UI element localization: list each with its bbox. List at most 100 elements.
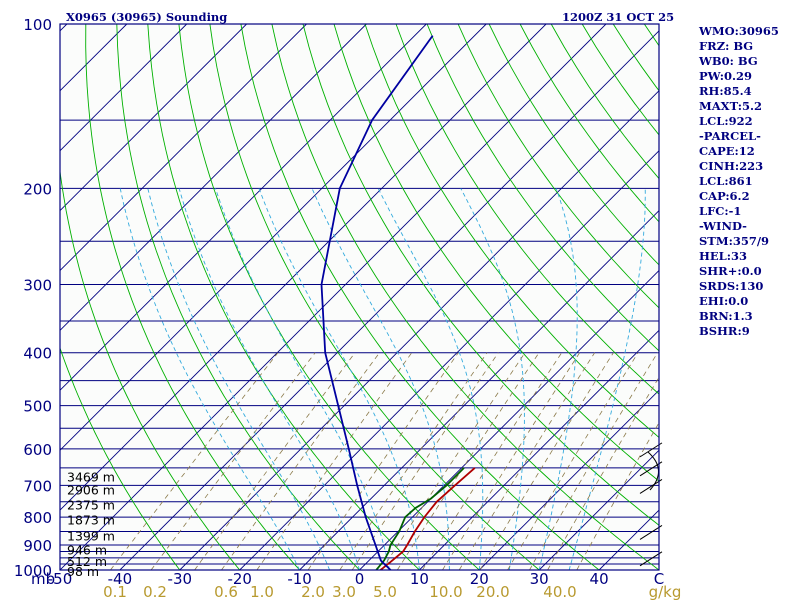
moist-adiabat-line bbox=[119, 188, 301, 570]
index-line: BRN:1.3 bbox=[699, 309, 753, 323]
moist-adiabat-line bbox=[311, 188, 450, 570]
moist-adiabat-line bbox=[460, 188, 525, 570]
temperature-tick-label: -10 bbox=[287, 570, 312, 588]
temperature-line bbox=[379, 467, 476, 570]
temperature-tick-label: 30 bbox=[530, 570, 549, 588]
wind-barb bbox=[639, 479, 663, 494]
mixing-ratio-label: 3.0 bbox=[332, 583, 356, 600]
isotherm-line bbox=[60, 24, 188, 152]
mixing-ratio-line bbox=[396, 352, 540, 570]
mixing-ratio-label: 20.0 bbox=[476, 583, 509, 600]
dry-adiabat-line bbox=[302, 24, 659, 526]
dry-adiabat-line bbox=[60, 346, 181, 570]
temperature-tick-label: 40 bbox=[590, 570, 609, 588]
mixing-ratio-label: 0.1 bbox=[103, 583, 127, 600]
index-line: EHI:0.0 bbox=[699, 294, 749, 308]
moist-adiabat-line bbox=[568, 188, 646, 570]
mixing-ratio-line bbox=[351, 352, 499, 570]
index-line: LCL:922 bbox=[699, 114, 753, 128]
mixing-ratio-line bbox=[442, 352, 581, 570]
index-line: WMO:30965 bbox=[699, 24, 779, 38]
profiles bbox=[320, 35, 476, 570]
isotherm-line bbox=[478, 389, 659, 570]
dry-adiabat-line bbox=[488, 24, 659, 266]
mixing-ratio-label: 5.0 bbox=[373, 583, 397, 600]
isotherm-line bbox=[60, 24, 367, 332]
dry-adiabat-line bbox=[457, 24, 659, 309]
wind-barb bbox=[639, 461, 663, 477]
mixing-ratio-line bbox=[507, 352, 639, 570]
mixing-ratio-line bbox=[479, 352, 614, 570]
height-label: 1873 m bbox=[67, 512, 115, 527]
temperature-tick-label: -40 bbox=[108, 570, 133, 588]
mixing-ratio-line bbox=[422, 352, 563, 570]
dry-adiabat-line bbox=[60, 167, 241, 570]
height-label: 512 m bbox=[67, 554, 107, 569]
temperature-tick-label: 0 bbox=[355, 570, 365, 588]
index-line: CAP:6.2 bbox=[699, 189, 750, 203]
grid-lines bbox=[0, 24, 659, 570]
dry-adiabat-line bbox=[395, 24, 659, 395]
isotherm-line bbox=[60, 24, 307, 272]
dry-adiabat-line bbox=[147, 24, 420, 570]
mixing-ratio-label: 10.0 bbox=[429, 583, 462, 600]
chart-time: 1200Z 31 OCT 25 bbox=[562, 10, 674, 24]
moist-adiabat-line bbox=[178, 188, 360, 570]
isotherm-line bbox=[179, 90, 659, 570]
temperature-tick-label: 20 bbox=[470, 570, 489, 588]
isotherm-line bbox=[60, 24, 487, 451]
pressure-tick-label: 300 bbox=[23, 277, 52, 295]
index-line: SHR+:0.0 bbox=[699, 264, 762, 278]
temperature-tick-label: -20 bbox=[227, 570, 252, 588]
index-line: BSHR:9 bbox=[699, 324, 750, 338]
wind-barb bbox=[639, 525, 663, 540]
dry-adiabat-line bbox=[85, 24, 300, 570]
index-line: FRZ: BG bbox=[699, 39, 754, 53]
height-label: 2906 m bbox=[67, 482, 115, 497]
mixing-ratio-line bbox=[221, 352, 380, 570]
isotherm-line bbox=[0, 24, 7, 570]
index-line: LCL:861 bbox=[699, 174, 753, 188]
dewpoint-line bbox=[375, 467, 465, 570]
height-label: 98 m bbox=[67, 564, 99, 579]
moist-adiabat-line bbox=[147, 188, 331, 570]
moist-adiabat-line bbox=[258, 188, 420, 570]
index-line: MAXT:5.2 bbox=[699, 99, 762, 113]
mixing-ratio-line bbox=[307, 352, 459, 570]
pressure-tick-label: 500 bbox=[23, 398, 52, 416]
temperature-tick-label: 10 bbox=[410, 570, 429, 588]
mixing-ratio-line bbox=[339, 352, 488, 570]
dry-adiabat-line bbox=[178, 24, 480, 570]
x-axis-label: C bbox=[654, 570, 664, 588]
mixing-ratio-label: 0.2 bbox=[143, 583, 167, 600]
height-label: 3469 m bbox=[67, 469, 115, 484]
mixing-ratio-label: 0.6 bbox=[214, 583, 238, 600]
isotherm-line bbox=[419, 329, 659, 570]
indices-panel: WMO:30965 FRZ: BG WB0: BG PW:0.29 RH:85.4 MAX… bbox=[699, 24, 799, 339]
pressure-tick-label: 400 bbox=[23, 345, 52, 363]
height-label: 2375 m bbox=[67, 498, 115, 513]
mixing-ratio-line bbox=[194, 352, 356, 570]
index-line: STM:357/9 bbox=[699, 234, 770, 248]
index-line: PW:0.29 bbox=[699, 69, 753, 83]
pressure-tick-label: 700 bbox=[23, 477, 52, 495]
mixing-ratio-line bbox=[256, 352, 413, 570]
dry-adiabat-line bbox=[426, 24, 659, 352]
pressure-tick-label: 1000 bbox=[14, 562, 52, 580]
mixing-ratio-line bbox=[547, 376, 659, 570]
temperature-tick-label: -30 bbox=[168, 570, 193, 588]
temperature-tick-label: -50 bbox=[48, 570, 73, 588]
index-line: WB0: BG bbox=[699, 54, 758, 68]
mixing-ratio-line bbox=[381, 352, 526, 570]
chart-title: X0965 (30965) Sounding bbox=[66, 10, 227, 24]
plot-frame bbox=[59, 23, 660, 571]
height-label: 946 m bbox=[67, 542, 107, 557]
isotherm-line bbox=[538, 449, 659, 570]
mixing-ratio-label: 2.0 bbox=[301, 583, 325, 600]
isotherm-line bbox=[60, 24, 607, 570]
index-line: HEL:33 bbox=[699, 249, 747, 263]
index-line: LFC:-1 bbox=[699, 204, 742, 218]
mixing-ratio-line bbox=[458, 352, 596, 570]
